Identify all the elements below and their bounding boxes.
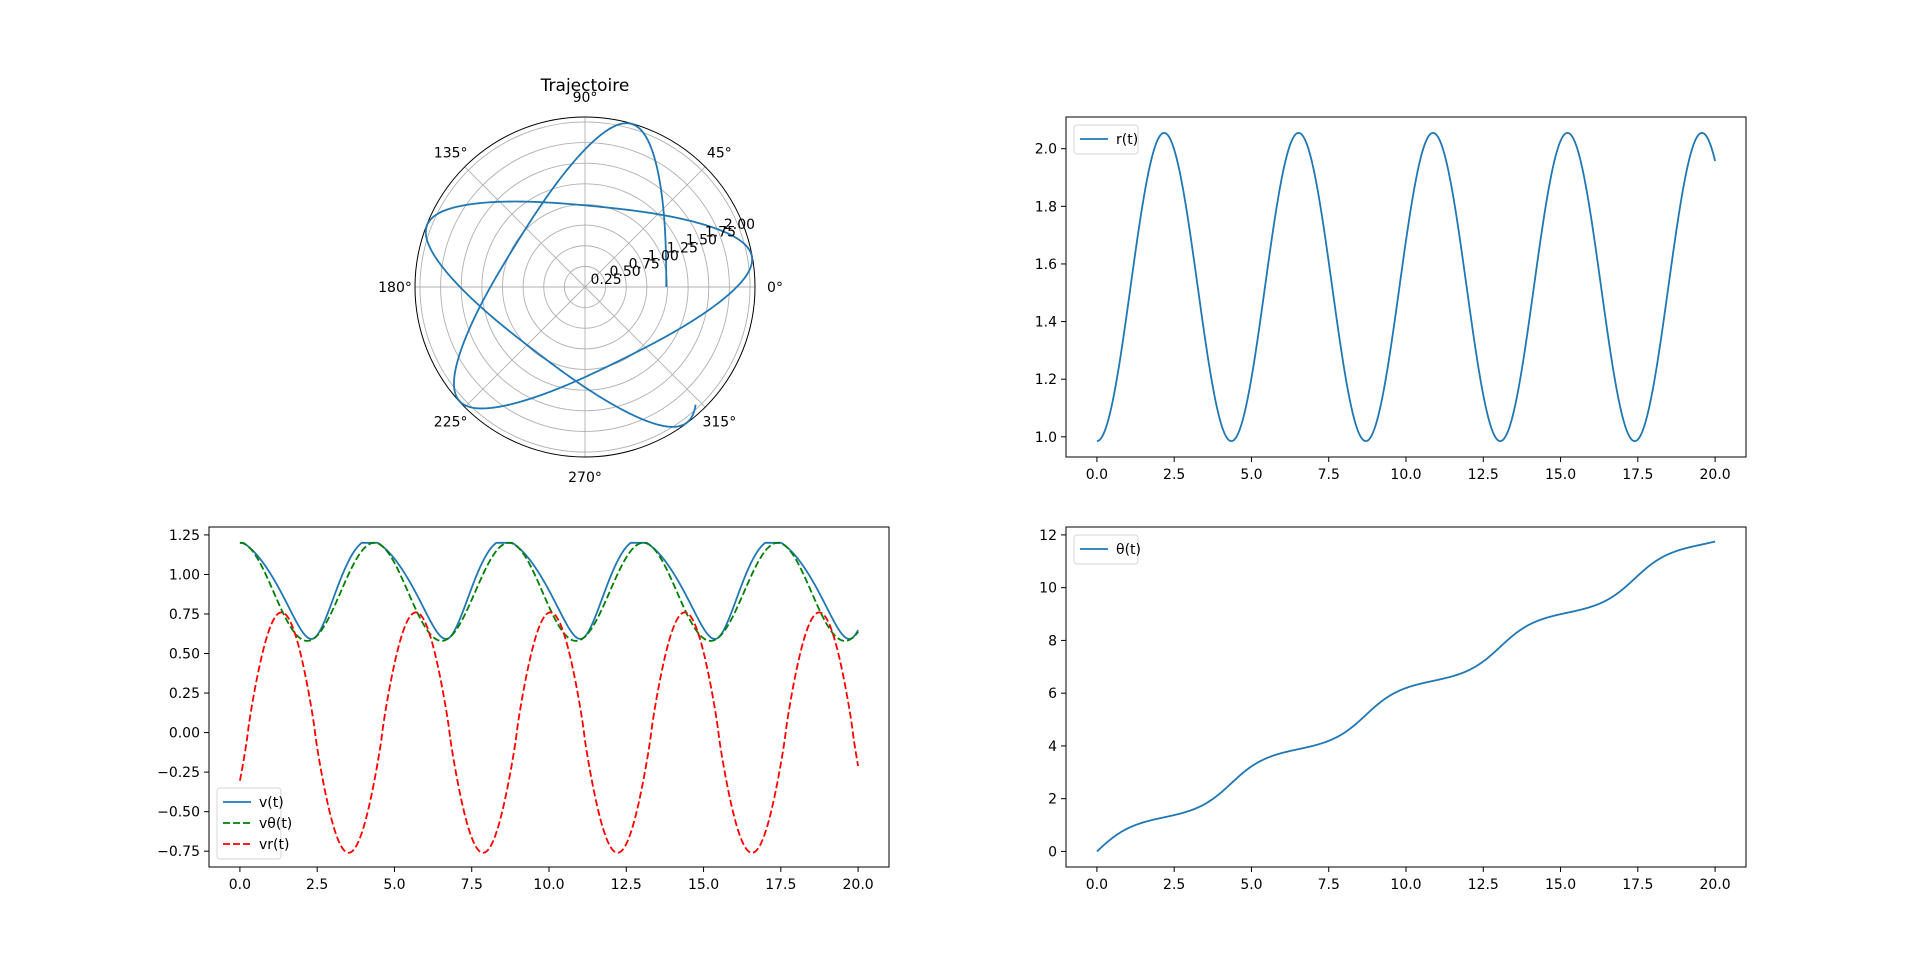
polar-grid-spoke-1 [584,166,706,288]
radius-xtick-label-8: 20.0 [1700,467,1731,483]
radius-xtick-label-3: 7.5 [1318,467,1340,483]
polar-r-label-3: 1.00 [648,248,679,264]
velocity-legend-label-2: vr(t) [259,837,289,853]
radius-ytick-label-0: 1.0 [1035,430,1057,446]
velocity-ytick-label-2: −0.25 [157,765,200,781]
velocity-plot: 0.0 2.5 5.0 7.5 10.0 12.5 15.0 17.5 20.0 −0.75 −0.… [157,526,890,893]
angle-ytick-label-0: 0 [1048,844,1057,860]
angle-xtick-label-1: 2.5 [1163,877,1185,893]
polar-trajectory-line [424,122,753,428]
angle-xtick-label-3: 7.5 [1318,877,1340,893]
velocity-xtick-label-7: 17.5 [765,877,796,893]
velocity-ytick-label-1: −0.50 [157,805,200,821]
radius-plot: 0.0 2.5 5.0 7.5 10.0 12.5 15.0 17.5 20.0 1.0 1.2 1.… [1035,116,1747,483]
radius-ytick-label-1: 1.2 [1035,372,1057,388]
velocity-ytick-label-5: 0.50 [169,647,200,663]
radius-xtick-label-1: 2.5 [1163,467,1185,483]
polar-grid [414,116,756,458]
velocity-ytick-label-3: 0.00 [169,726,200,742]
polar-theta-label-7: 315° [702,414,736,430]
angle-xtick-label-8: 20.0 [1700,877,1731,893]
velocity-xtick-label-0: 0.0 [229,877,251,893]
angle-plot: 0.0 2.5 5.0 7.5 10.0 12.5 15.0 17.5 20.0 0 2 4 6 8 10 1… [1039,526,1747,893]
angle-xtick-label-0: 0.0 [1086,877,1108,893]
radius-ytick-label-3: 1.6 [1035,257,1057,273]
velocity-xtick-label-5: 12.5 [611,877,642,893]
angle-xtick-label-2: 5.0 [1240,877,1262,893]
radius-series-0-line [1096,131,1716,443]
polar-r-label-4: 1.25 [667,241,698,257]
velocity-legend-label-0: v(t) [259,795,284,811]
velocity-series-1-line [239,541,859,642]
radius-legend-label-0: r(t) [1116,132,1138,148]
angle-ytick-label-2: 4 [1048,739,1057,755]
polar-grid-spoke-3 [464,166,586,288]
angle-xtick-label-7: 17.5 [1622,877,1653,893]
radius-xtick-label-2: 5.0 [1240,467,1262,483]
angle-ytick-label-1: 2 [1048,792,1057,808]
angle-legend-label-0: θ(t) [1116,542,1141,558]
radius-ytick-label-2: 1.4 [1035,315,1057,331]
velocity-xtick-label-8: 20.0 [843,877,874,893]
velocity-ytick-label-8: 1.25 [169,528,200,544]
velocity-legend: v(t) vθ(t) vr(t) [216,787,292,860]
velocity-ytick-label-6: 0.75 [169,607,200,623]
polar-grid-spoke-5 [464,286,586,408]
velocity-xtick-label-3: 7.5 [461,877,483,893]
velocity-ytick-label-0: −0.75 [157,844,200,860]
polar-r-label-0: 0.25 [590,272,621,288]
polar-theta-label-4: 180° [378,280,412,296]
velocity-xtick-label-6: 15.0 [688,877,719,893]
polar-theta-label-6: 270° [568,470,602,486]
polar-theta-label-1: 45° [707,146,732,162]
polar-tick-labels: 0° 45° 90° 135° 180° 225° 270° 315° 0.250.500.75… [378,90,783,486]
polar-r-label-1: 0.50 [610,264,641,280]
angle-xtick-label-5: 12.5 [1468,877,1499,893]
velocity-xtick-label-1: 2.5 [306,877,328,893]
polar-theta-label-5: 225° [434,414,468,430]
angle-ytick-label-5: 10 [1039,581,1057,597]
polar-r-label-2: 0.75 [629,256,660,272]
radius-xtick-label-0: 0.0 [1086,467,1108,483]
velocity-legend-label-1: vθ(t) [259,816,292,832]
polar-trajectory-plot: 0° 45° 90° 135° 180° 225° 270° 315° 0.250.500.75… [378,76,783,486]
velocity-series-group [239,541,859,854]
angle-legend: θ(t) [1073,534,1141,565]
radius-xtick-label-5: 12.5 [1468,467,1499,483]
angle-ytick-label-6: 12 [1039,528,1057,544]
polar-outer-circle [414,116,756,458]
polar-title: Trajectoire [540,76,630,96]
radius-xtick-label-4: 10.0 [1390,467,1421,483]
radius-series-group [1096,131,1716,443]
polar-theta-label-3: 135° [434,146,468,162]
angle-xtick-label-4: 10.0 [1390,877,1421,893]
velocity-ytick-label-7: 1.00 [169,567,200,583]
angle-ytick-label-4: 8 [1048,633,1057,649]
velocity-xtick-label-4: 10.0 [533,877,564,893]
polar-theta-label-2: 90° [573,90,598,106]
polar-r-label-5: 1.50 [686,233,717,249]
angle-series-0-line [1096,540,1716,853]
angle-xtick-label-6: 15.0 [1545,877,1576,893]
polar-r-label-6: 1.75 [705,225,736,241]
velocity-ytick-label-4: 0.25 [169,686,200,702]
velocity-series-2-line [239,611,859,854]
velocity-series-0-line [239,541,859,640]
polar-theta-label-0: 0° [767,280,783,296]
radius-ytick-label-4: 1.8 [1035,199,1057,215]
radius-legend: r(t) [1073,124,1139,155]
radius-ytick-label-5: 2.0 [1035,142,1057,158]
radius-xtick-label-6: 15.0 [1545,467,1576,483]
polar-r-label-7: 2.00 [724,217,755,233]
angle-ytick-label-3: 6 [1048,686,1057,702]
angle-series-group [1096,540,1716,853]
velocity-xtick-label-2: 5.0 [383,877,405,893]
radius-xtick-label-7: 17.5 [1622,467,1653,483]
polar-trajectory-curve [424,122,753,428]
